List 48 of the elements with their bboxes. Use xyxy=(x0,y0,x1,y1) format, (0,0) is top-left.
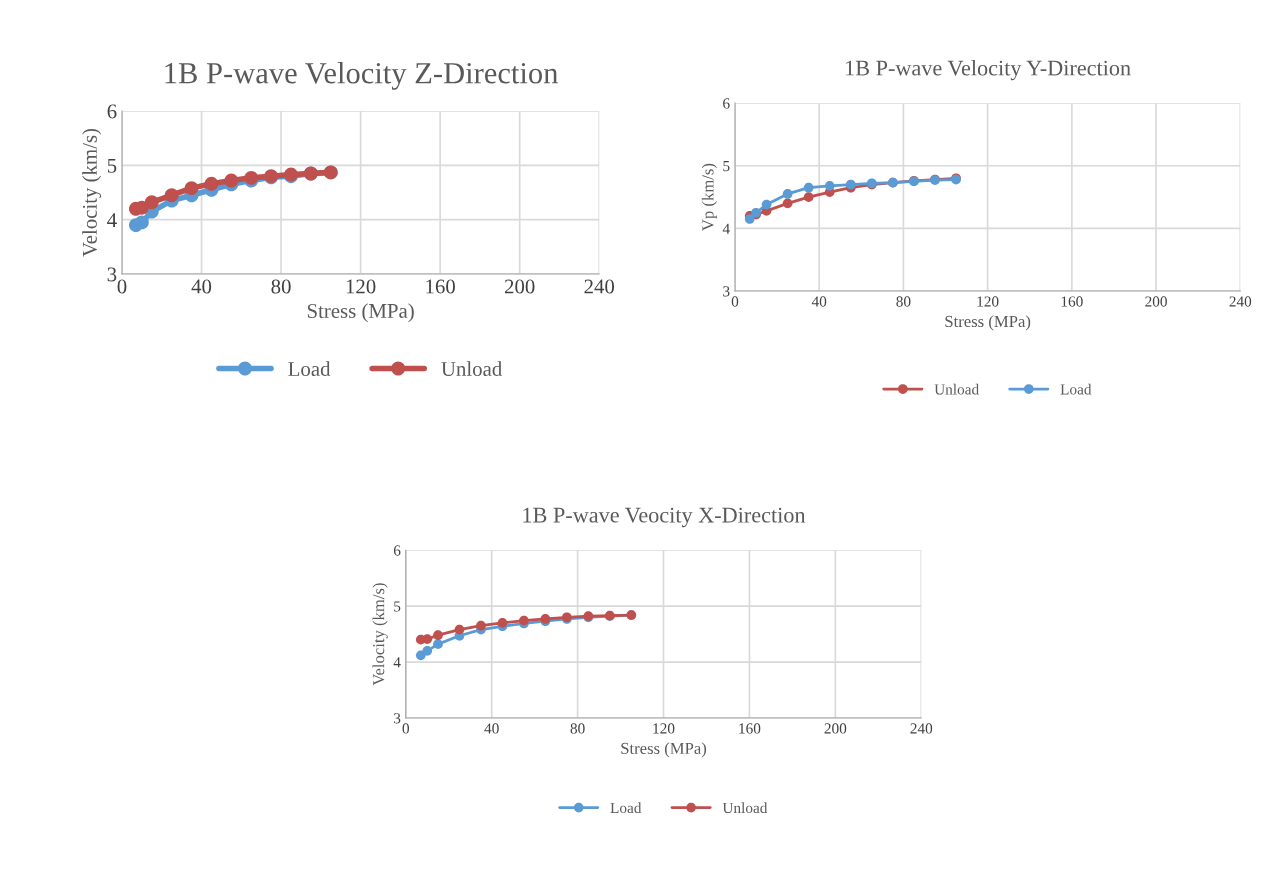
x-tick-label: 80 xyxy=(570,723,585,734)
x-tick-label: 160 xyxy=(1061,296,1083,307)
x-tick-label: 40 xyxy=(811,296,827,307)
y-tick-label: 6 xyxy=(107,104,117,119)
x-tick-label: 240 xyxy=(1229,296,1252,307)
y-tick-label: 4 xyxy=(722,223,730,234)
x-tick-label: 240 xyxy=(584,279,615,294)
x-tick-label: 120 xyxy=(653,723,675,734)
y-tick-label: 3 xyxy=(107,267,117,282)
legend-label: Load xyxy=(1060,383,1092,395)
y-axis-title: Velocity (km/s) xyxy=(82,128,102,257)
legend-label: Load xyxy=(610,802,642,814)
x-tick-label: 240 xyxy=(910,723,933,734)
x-tick-label: 0 xyxy=(731,296,739,307)
chart-title: 1B P-wave Velocity Y-Direction xyxy=(846,59,1131,81)
x-tick-label: 120 xyxy=(346,279,376,294)
y-axis-title: Vp (km/s) xyxy=(701,163,717,231)
x-tick-label: 160 xyxy=(426,279,455,294)
y-tick-label: 5 xyxy=(723,161,730,172)
x-tick-label: 80 xyxy=(896,296,911,307)
x-axis-title: Stress (MPa) xyxy=(307,303,414,323)
x-tick-label: 40 xyxy=(484,723,499,734)
x-tick-label: 40 xyxy=(191,279,212,294)
legend-label: Unload xyxy=(441,361,502,376)
chart-title: 1B P-wave Veocity X-Direction xyxy=(523,507,806,528)
x-axis-title: Stress (MPa) xyxy=(621,742,707,758)
x-tick-label: 0 xyxy=(402,723,410,734)
y-tick-label: 4 xyxy=(107,213,117,227)
x-axis-title: Stress (MPa) xyxy=(945,315,1031,331)
y-tick-label: 3 xyxy=(394,713,401,724)
legend-label: Load xyxy=(288,361,331,376)
y-tick-label: 6 xyxy=(723,98,730,109)
x-tick-label: 0 xyxy=(117,279,127,294)
x-tick-label: 200 xyxy=(824,723,847,734)
x-tick-label: 120 xyxy=(977,296,999,307)
x-tick-label: 80 xyxy=(271,279,291,294)
legend-label: Unload xyxy=(934,383,979,395)
y-tick-label: 6 xyxy=(393,545,401,556)
y-tick-label: 4 xyxy=(393,657,401,668)
chart-title: 1B P-wave Velocity Z-Direction xyxy=(165,62,558,90)
x-tick-label: 200 xyxy=(1145,296,1167,307)
y-tick-label: 3 xyxy=(723,286,730,297)
legend-label: Unload xyxy=(722,802,768,814)
x-tick-label: 200 xyxy=(504,279,535,294)
y-axis-title: Velocity (km/s) xyxy=(372,583,388,686)
y-tick-label: 5 xyxy=(394,601,401,612)
x-tick-label: 160 xyxy=(739,723,761,734)
y-tick-label: 5 xyxy=(107,158,117,173)
